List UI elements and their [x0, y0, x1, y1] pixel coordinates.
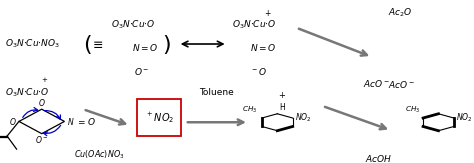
Text: $AcO^-$: $AcO^-$: [388, 79, 416, 90]
Text: $^+NO_2$: $^+NO_2$: [145, 110, 174, 125]
Text: $O_3N{\cdot}Cu{\cdot}NO_3$: $O_3N{\cdot}Cu{\cdot}NO_3$: [5, 38, 60, 50]
Text: $CH_3$: $CH_3$: [242, 104, 257, 115]
Text: $+$: $+$: [264, 8, 272, 18]
Text: $O^-$: $O^-$: [35, 134, 48, 145]
Text: $CH_3$: $CH_3$: [405, 104, 421, 115]
Text: ${=}O$: ${=}O$: [76, 116, 96, 127]
Text: $AcOH$: $AcOH$: [365, 153, 392, 163]
Text: $N$: $N$: [67, 116, 74, 127]
FancyBboxPatch shape: [137, 99, 181, 136]
Text: $NO_2$: $NO_2$: [456, 112, 473, 124]
Text: $+$: $+$: [41, 75, 48, 84]
Text: $O$: $O$: [38, 97, 46, 108]
Text: $^-O$: $^-O$: [250, 66, 267, 77]
Text: Toluene: Toluene: [199, 88, 234, 97]
Text: $O_3N{\cdot}Cu{\cdot}O$: $O_3N{\cdot}Cu{\cdot}O$: [5, 87, 49, 99]
Text: $O$: $O$: [9, 116, 17, 127]
Text: $AcO^-$: $AcO^-$: [363, 78, 391, 89]
Text: $O^-$: $O^-$: [134, 66, 149, 77]
Text: $Cu(OAc)NO_3$: $Cu(OAc)NO_3$: [74, 149, 125, 161]
Text: $N{=}O$: $N{=}O$: [250, 42, 277, 53]
Text: $($: $($: [83, 32, 92, 56]
Text: $O_3N{\cdot}Cu{\cdot}O$: $O_3N{\cdot}Cu{\cdot}O$: [232, 18, 277, 31]
Text: $)$: $)$: [163, 32, 171, 56]
Text: $\equiv$: $\equiv$: [91, 37, 104, 51]
Text: $Ac_2O$: $Ac_2O$: [388, 7, 413, 19]
Text: $+$: $+$: [278, 89, 286, 100]
Text: $NO_2$: $NO_2$: [295, 112, 311, 124]
Text: $N{=}O$: $N{=}O$: [132, 42, 158, 53]
Text: $O_3N{\cdot}Cu{\cdot}O$: $O_3N{\cdot}Cu{\cdot}O$: [111, 18, 156, 31]
Text: H: H: [280, 103, 285, 112]
